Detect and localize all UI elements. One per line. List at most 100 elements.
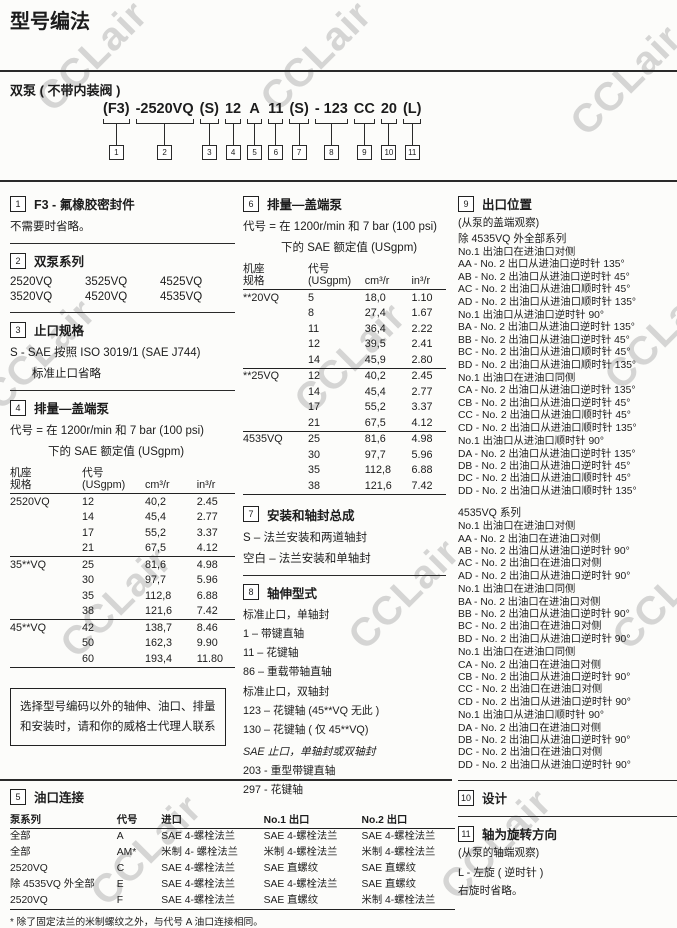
table-row: 35 112,8 6.88 <box>10 588 235 604</box>
model-code-label: (S) <box>289 101 309 117</box>
cell: 2520VQ <box>10 863 48 874</box>
cell: 米制 4-螺栓法兰 <box>361 847 436 858</box>
cell-code: 21 <box>307 416 320 429</box>
cell-frame-size <box>243 321 308 337</box>
table-row: 45**VQ 42 138,7 8.46 <box>10 619 235 636</box>
series-row: 2520VQ 3525VQ 4525VQ <box>10 276 235 288</box>
cell-in3: 2.77 <box>196 511 218 523</box>
cell-cm3: 67,5 <box>145 542 167 554</box>
table-row: 14 45,4 2.77 <box>243 384 446 400</box>
bracket <box>247 119 263 124</box>
list-item: AA - No. 2 出口从进油口逆时针 135° <box>458 259 625 271</box>
column-header: 代号 (USgpm) <box>82 467 145 494</box>
series-row: 3520VQ 4520VQ 4535VQ <box>10 291 235 303</box>
body-text: S – 法兰安装和两道轴封 <box>243 531 367 544</box>
header-line <box>365 263 412 275</box>
cell-in3: 8.46 <box>196 619 235 636</box>
cell-frame-size <box>243 337 308 353</box>
table-body: 全部 A SAE 4-螺栓法兰 SAE 4-螺栓法兰 SAE 4-螺栓法兰 全部 AM* 米制… <box>10 829 455 910</box>
column-header: No.1 出口 <box>263 810 362 829</box>
outlet-list-all-series: No.1 出油口在进油口对侧 AA - No. 2 出口从进油口逆时针 135° A… <box>458 247 677 498</box>
model-code-label: 12 <box>224 101 242 117</box>
model-code-segment: - 123 8 <box>314 101 348 160</box>
bracket <box>353 119 375 124</box>
cell-cm3: 112,8 <box>364 464 391 476</box>
cell-code: 8 <box>307 307 314 319</box>
column-header: 代号 <box>116 810 162 829</box>
header-line: cm³/r <box>364 275 390 287</box>
cell-frame-size <box>243 306 308 322</box>
section-title: 出口位置 <box>482 198 533 212</box>
cell-code: 42 <box>82 619 145 636</box>
list-item: AC - No. 2 出油口在进油口对侧 <box>458 558 602 570</box>
cell-code: 38 <box>307 478 365 495</box>
series-grid: 2520VQ 3525VQ 4525VQ 3520VQ 4520VQ 4535VQ <box>10 276 235 303</box>
divider <box>458 780 677 782</box>
segment-number-box: 11 <box>404 145 420 160</box>
cell-in3: 9.90 <box>196 637 218 649</box>
body-text: 标准止口省略 <box>32 368 101 380</box>
cell-frame-size: 45**VQ <box>10 619 82 636</box>
list-item: DA - No. 2 出油口从进油口逆时针 135° <box>458 448 636 460</box>
table-body: **20VQ 5 18,0 1.10 8 27,4 1.67 11 36,4 2.22 12 39,5… <box>243 290 446 495</box>
section-title: 排量—盖端泵 <box>34 402 110 416</box>
table-row: 38 121,6 7.42 <box>10 604 235 620</box>
section-number-badge: 8 <box>243 584 259 600</box>
list-item: AD - No. 2 出油口从进油口逆时针 90° <box>458 570 631 582</box>
header-line: 规格 <box>243 275 265 287</box>
cell-code: 11 <box>307 322 320 335</box>
bracket <box>224 119 242 124</box>
segment-number-box: 5 <box>247 145 263 160</box>
column-header: 代号 (USgpm) <box>307 263 365 290</box>
list-item: 86 – 重载带轴直轴 <box>243 665 332 678</box>
footnote: * 除了固定法兰的米制螺纹之外，与代号 A 油口连接相同。 <box>10 917 264 928</box>
connector-line <box>208 124 210 145</box>
divider <box>0 70 677 72</box>
sub-heading: No.1 出油口在进油口同侧 <box>458 647 576 659</box>
series-cell: 2520VQ <box>10 276 53 288</box>
table-row: 17 55,2 3.37 <box>243 400 446 416</box>
section-number-badge: 4 <box>10 399 26 416</box>
cell-cm3: 97,7 <box>145 574 167 586</box>
model-code-segment: (S) 3 <box>199 101 219 160</box>
section-number-badge: 6 <box>243 195 259 212</box>
list-item: DB - No. 2 出油口从进油口逆时针 90° <box>458 735 631 747</box>
cell-frame-size <box>10 604 82 620</box>
cell-frame-size: 35**VQ <box>10 556 82 573</box>
cell-code: 17 <box>82 526 95 539</box>
table-row: 全部 A SAE 4-螺栓法兰 SAE 4-螺栓法兰 SAE 4-螺栓法兰 <box>10 829 455 846</box>
model-code-label: 20 <box>380 101 397 117</box>
connector-line <box>411 124 413 145</box>
section-title: 设计 <box>482 792 508 807</box>
section-title: 排量—盖端泵 <box>267 198 343 212</box>
cell: AM* <box>116 847 137 858</box>
list-item: AD - No. 2 出油口从进油口顺时针 135° <box>458 296 637 308</box>
list-item: BA - No. 2 出油口在进油口对侧 <box>458 596 601 608</box>
divider <box>10 390 235 391</box>
model-code-label: (L) <box>402 101 422 117</box>
sub-heading: No.1 出油口从进油口逆时针 90° <box>458 310 605 322</box>
cell: SAE 4-螺栓法兰 <box>361 831 436 842</box>
section-number-badge: 10 <box>458 789 474 806</box>
section-number-badge: 2 <box>10 252 26 269</box>
cell: 米制 4- 螺栓法兰 <box>161 847 238 858</box>
list-item: CD - No. 2 出油口从进油口顺时针 135° <box>458 422 637 434</box>
cell-cm3: 45,4 <box>364 385 386 398</box>
connector-line <box>232 124 234 145</box>
cell-frame-size <box>10 510 82 526</box>
cell-cm3: 45,4 <box>145 511 167 523</box>
segment-number-box: 1 <box>108 145 124 160</box>
connector-line <box>115 124 117 145</box>
column-header: in³/r <box>196 467 235 494</box>
body-text: 空白 – 法兰安装和单轴封 <box>243 552 371 565</box>
list-item: BC - No. 2 出油口在进油口对侧 <box>458 621 602 633</box>
cell-in3: 2.80 <box>411 353 433 366</box>
bracket <box>289 119 309 124</box>
bracket <box>314 119 348 124</box>
cell-code: 21 <box>82 542 95 554</box>
list-item: DC - No. 2 出油口从进油口顺时针 45° <box>458 473 631 485</box>
segment-number-box: 3 <box>201 145 217 160</box>
segment-number-box: 2 <box>157 145 173 160</box>
column-header: 机座 规格 <box>10 467 82 494</box>
segment-number-box: 9 <box>356 145 372 160</box>
